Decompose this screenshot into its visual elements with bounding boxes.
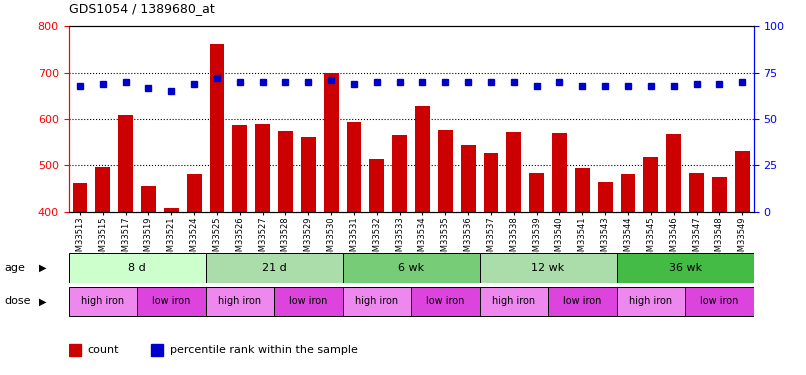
- Bar: [301, 137, 316, 212]
- Bar: [187, 174, 202, 212]
- Text: age: age: [4, 263, 25, 273]
- FancyBboxPatch shape: [343, 253, 480, 282]
- Bar: [232, 125, 247, 212]
- FancyBboxPatch shape: [411, 287, 480, 316]
- Bar: [484, 153, 498, 212]
- FancyBboxPatch shape: [685, 287, 754, 316]
- Bar: [689, 173, 704, 212]
- Text: 36 wk: 36 wk: [668, 263, 702, 273]
- Text: high iron: high iron: [218, 297, 261, 306]
- FancyBboxPatch shape: [617, 287, 685, 316]
- FancyBboxPatch shape: [617, 253, 754, 282]
- Bar: [438, 130, 453, 212]
- Bar: [530, 173, 544, 212]
- Text: percentile rank within the sample: percentile rank within the sample: [170, 345, 358, 355]
- FancyBboxPatch shape: [206, 287, 274, 316]
- Text: GDS1054 / 1389680_at: GDS1054 / 1389680_at: [69, 2, 214, 15]
- FancyBboxPatch shape: [274, 287, 343, 316]
- Bar: [506, 132, 521, 212]
- FancyBboxPatch shape: [343, 287, 411, 316]
- Bar: [575, 168, 590, 212]
- Text: low iron: low iron: [700, 297, 738, 306]
- Text: ▶: ▶: [39, 263, 46, 273]
- Bar: [598, 182, 613, 212]
- Bar: [735, 151, 750, 212]
- Text: high iron: high iron: [629, 297, 672, 306]
- Bar: [164, 208, 179, 212]
- Bar: [256, 124, 270, 212]
- Bar: [643, 157, 659, 212]
- Bar: [712, 177, 727, 212]
- Text: 12 wk: 12 wk: [531, 263, 565, 273]
- FancyBboxPatch shape: [480, 287, 548, 316]
- FancyBboxPatch shape: [69, 287, 137, 316]
- FancyBboxPatch shape: [480, 253, 617, 282]
- Text: low iron: low iron: [152, 297, 190, 306]
- Bar: [621, 174, 635, 212]
- Text: 8 d: 8 d: [128, 263, 146, 273]
- Bar: [278, 130, 293, 212]
- Bar: [552, 133, 567, 212]
- Bar: [95, 167, 110, 212]
- FancyBboxPatch shape: [137, 287, 206, 316]
- Bar: [415, 106, 430, 212]
- Text: high iron: high iron: [81, 297, 124, 306]
- Text: low iron: low iron: [289, 297, 327, 306]
- Text: 6 wk: 6 wk: [398, 263, 424, 273]
- Bar: [210, 44, 224, 212]
- Text: 21 d: 21 d: [262, 263, 286, 273]
- Bar: [347, 122, 361, 212]
- FancyBboxPatch shape: [548, 287, 617, 316]
- Bar: [151, 344, 163, 356]
- Text: high iron: high iron: [355, 297, 398, 306]
- Bar: [141, 186, 156, 212]
- Bar: [461, 145, 476, 212]
- Text: dose: dose: [4, 297, 31, 306]
- Bar: [324, 73, 339, 212]
- Bar: [393, 135, 407, 212]
- Text: high iron: high iron: [492, 297, 535, 306]
- Text: low iron: low iron: [563, 297, 601, 306]
- Bar: [369, 159, 384, 212]
- FancyBboxPatch shape: [206, 253, 343, 282]
- Text: ▶: ▶: [39, 297, 46, 306]
- Bar: [667, 134, 681, 212]
- Bar: [69, 344, 81, 356]
- Text: low iron: low iron: [426, 297, 464, 306]
- Bar: [118, 116, 133, 212]
- Text: count: count: [88, 345, 119, 355]
- FancyBboxPatch shape: [69, 253, 206, 282]
- Bar: [73, 183, 87, 212]
